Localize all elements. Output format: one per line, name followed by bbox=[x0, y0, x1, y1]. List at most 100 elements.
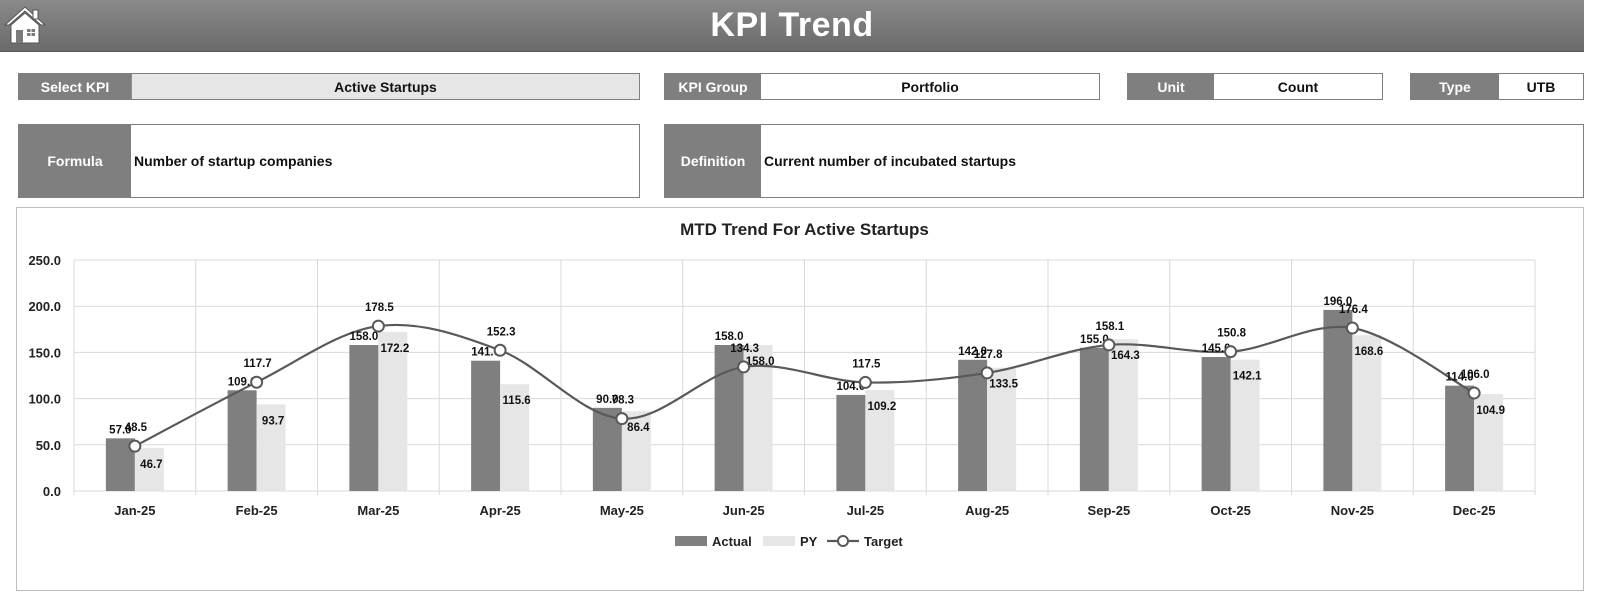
bar-actual bbox=[1323, 309, 1353, 491]
bar-py bbox=[1352, 335, 1382, 491]
target-line bbox=[134, 323, 1475, 448]
target-marker bbox=[128, 439, 142, 453]
data-label-actual: 114.0 bbox=[1446, 372, 1474, 384]
x-tick-label: May-25 bbox=[600, 503, 644, 518]
header-bar: KPI Trend bbox=[0, 0, 1584, 52]
bar-actual bbox=[471, 360, 501, 491]
x-tick-label: Jul-25 bbox=[847, 503, 885, 518]
data-label-actual: 57.0 bbox=[109, 424, 131, 436]
x-tick-label: Aug-25 bbox=[965, 503, 1009, 518]
data-label-py: 164.3 bbox=[1111, 350, 1140, 362]
bar-actual bbox=[1445, 385, 1475, 491]
legend-marker-target bbox=[837, 535, 849, 547]
data-label-target: 176.4 bbox=[1339, 304, 1368, 316]
target-marker bbox=[615, 412, 629, 426]
data-label-target: 134.3 bbox=[730, 343, 759, 355]
bar-py bbox=[500, 384, 530, 491]
data-label-target: 78.3 bbox=[612, 395, 634, 407]
bar-actual bbox=[958, 359, 988, 491]
data-label-actual: 155.0 bbox=[1080, 334, 1109, 346]
formula-field: Formula Number of startup companies bbox=[18, 124, 640, 198]
legend-swatch-actual bbox=[675, 536, 707, 546]
select-kpi-dropdown[interactable]: Active Startups bbox=[131, 74, 639, 99]
data-label-py: 109.2 bbox=[867, 401, 896, 413]
data-label-actual: 142.0 bbox=[958, 346, 987, 358]
chart-panel: MTD Trend For Active Startups 0.0 50.0 100.… bbox=[16, 207, 1584, 591]
bar-py bbox=[987, 367, 1017, 491]
bar-py bbox=[1474, 394, 1504, 491]
type-value: UTB bbox=[1526, 78, 1556, 95]
bar-py bbox=[621, 411, 651, 491]
data-label-target: 127.8 bbox=[974, 349, 1003, 361]
data-label-py: 115.6 bbox=[503, 395, 531, 407]
target-marker bbox=[250, 375, 264, 389]
formula-value: Number of startup companies bbox=[134, 153, 333, 169]
legend-label-py: PY bbox=[800, 534, 818, 549]
page-title: KPI Trend bbox=[710, 6, 874, 44]
x-tick-label: Mar-25 bbox=[357, 503, 399, 518]
legend-label-actual: Actual bbox=[712, 534, 752, 549]
select-kpi-field: Select KPI Active Startups bbox=[18, 73, 640, 100]
definition-field: Definition Current number of incubated s… bbox=[664, 124, 1584, 198]
x-tick-label: Apr-25 bbox=[480, 503, 521, 518]
data-label-actual: 196.0 bbox=[1323, 296, 1352, 308]
bar-py bbox=[256, 404, 286, 491]
data-label-target: 117.5 bbox=[852, 358, 881, 370]
y-tick-label: 150.0 bbox=[28, 345, 61, 360]
target-marker bbox=[1467, 386, 1481, 400]
target-marker bbox=[737, 360, 751, 374]
data-label-py: 46.7 bbox=[140, 459, 162, 471]
bar-actual bbox=[349, 345, 379, 491]
definition-value: Current number of incubated startups bbox=[764, 153, 1017, 169]
data-label-py: 158.0 bbox=[746, 356, 775, 368]
kpi-group-field: KPI Group Portfolio bbox=[664, 73, 1100, 100]
y-tick-label: 0.0 bbox=[43, 484, 61, 499]
x-tick-label: Sep-25 bbox=[1088, 503, 1131, 518]
x-tick-label: Jan-25 bbox=[114, 503, 155, 518]
data-label-actual: 158.0 bbox=[715, 331, 744, 343]
data-label-target: 150.8 bbox=[1217, 328, 1246, 340]
data-label-py: 142.1 bbox=[1233, 371, 1262, 383]
x-tick-label: Nov-25 bbox=[1331, 503, 1374, 518]
bar-actual bbox=[227, 390, 257, 491]
bar-actual bbox=[836, 394, 866, 491]
kpi-group-label: KPI Group bbox=[665, 74, 761, 99]
x-tick-label: Jun-25 bbox=[723, 503, 765, 518]
home-icon[interactable] bbox=[3, 5, 47, 45]
unit-label: Unit bbox=[1128, 74, 1214, 99]
type-label: Type bbox=[1411, 74, 1499, 99]
y-tick-label: 250.0 bbox=[28, 253, 61, 268]
data-label-actual: 158.0 bbox=[349, 331, 378, 343]
legend-swatch-py bbox=[763, 536, 795, 546]
data-label-target: 48.5 bbox=[125, 422, 148, 434]
data-label-actual: 90.0 bbox=[596, 394, 618, 406]
data-label-py: 168.6 bbox=[1354, 346, 1383, 358]
data-label-py: 104.9 bbox=[1476, 405, 1505, 417]
bar-py bbox=[1230, 359, 1260, 491]
data-label-py: 172.2 bbox=[380, 343, 409, 355]
data-label-target: 158.1 bbox=[1095, 321, 1124, 333]
data-label-actual: 141.0 bbox=[471, 347, 500, 359]
legend-label-target: Target bbox=[864, 534, 903, 549]
unit-field: Unit Count bbox=[1127, 73, 1383, 100]
bar-actual bbox=[1201, 357, 1231, 491]
target-marker bbox=[858, 375, 872, 389]
data-label-target: 152.3 bbox=[487, 326, 516, 338]
kpi-group-value: Portfolio bbox=[901, 78, 959, 95]
bar-py bbox=[134, 447, 164, 491]
bar-py bbox=[1108, 339, 1138, 491]
data-label-target: 106.0 bbox=[1461, 369, 1490, 381]
data-label-target: 178.5 bbox=[365, 302, 394, 314]
target-marker bbox=[371, 319, 385, 333]
data-label-py: 133.5 bbox=[989, 379, 1018, 391]
target-marker bbox=[493, 343, 507, 357]
data-label-actual: 104.0 bbox=[836, 381, 865, 393]
data-label-py: 93.7 bbox=[262, 415, 284, 427]
target-marker bbox=[1102, 338, 1116, 352]
bar-py bbox=[865, 390, 895, 491]
data-label-actual: 145.0 bbox=[1202, 343, 1231, 355]
y-tick-label: 200.0 bbox=[28, 299, 61, 314]
select-kpi-label: Select KPI bbox=[19, 74, 131, 99]
formula-label: Formula bbox=[19, 125, 131, 197]
mtd-trend-chart: MTD Trend For Active Startups 0.0 50.0 100.… bbox=[28, 220, 1536, 549]
